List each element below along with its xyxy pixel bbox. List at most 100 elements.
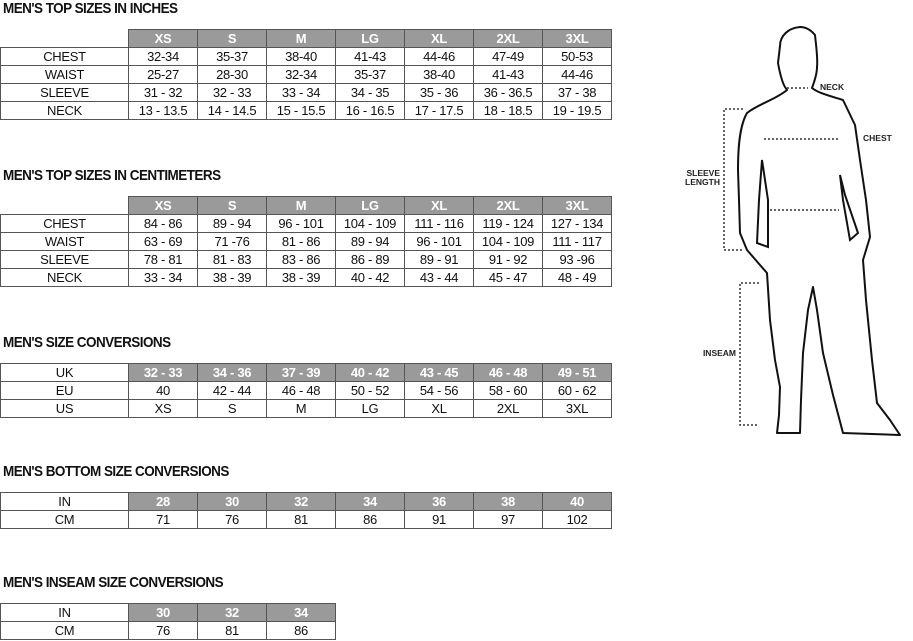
table-inseam: IN 30 32 34 CM 76 81 86 (0, 603, 336, 640)
neck-label: NECK (820, 82, 845, 92)
table-cell: 71 -76 (197, 232, 267, 251)
inseam-measure-bracket (739, 282, 759, 426)
table-row: SLEEVE 78 - 81 81 - 83 83 - 86 86 - 89 89 - 9… (0, 250, 612, 269)
table-cell: 28-30 (197, 65, 267, 84)
table-conversions: UK 32 - 33 34 - 36 37 - 39 40 - 42 43 - 45 46 … (0, 363, 612, 418)
table-cell: 60 - 62 (542, 381, 612, 400)
table-cell: 15 - 15.5 (266, 101, 336, 120)
table-cell: 89 - 94 (197, 214, 267, 233)
table-cell: LG (335, 399, 405, 418)
title-inches: MEN'S TOP SIZES IN INCHES (3, 0, 178, 17)
table-cell: 37 - 38 (542, 83, 612, 102)
row-label: SLEEVE (0, 250, 129, 269)
table-row: CHEST 32-34 35-37 38-40 41-43 44-46 47-49 50-53 (0, 47, 612, 66)
table-cell: 38-40 (404, 65, 474, 84)
table-row: SLEEVE 31 - 32 32 - 33 33 - 34 34 - 35 35 - 3… (0, 83, 612, 102)
table-cell: 35-37 (197, 47, 267, 66)
table-cell: 81 - 86 (266, 232, 336, 251)
size-header: XL (404, 29, 474, 48)
table-row: IN 30 32 34 (0, 603, 336, 622)
table-row: CHEST 84 - 86 89 - 94 96 - 101 104 - 109 111 … (0, 214, 612, 233)
table-cell: 89 - 91 (404, 250, 474, 269)
table-cell: 49 - 51 (542, 363, 612, 382)
size-header: 2XL (473, 29, 543, 48)
title-cm: MEN'S TOP SIZES IN CENTIMETERS (3, 167, 221, 184)
right-arm-gap (839, 174, 860, 242)
size-header: LG (335, 29, 405, 48)
table-cell: 46 - 48 (473, 363, 543, 382)
inseam-label: INSEAM (703, 348, 736, 358)
table-cell: 35-37 (335, 65, 405, 84)
table-cell: 33 - 34 (128, 268, 198, 287)
table-cell: XS (128, 399, 198, 418)
empty-corner (0, 29, 129, 48)
size-header: M (266, 196, 336, 215)
table-cell: 16 - 16.5 (335, 101, 405, 120)
table-row: WAIST 63 - 69 71 -76 81 - 86 89 - 94 96 - 101… (0, 232, 612, 251)
table-cell: 111 - 117 (542, 232, 612, 251)
table-row: CM 76 81 86 (0, 621, 336, 640)
row-label: WAIST (0, 232, 129, 251)
table-cell: 36 - 36.5 (473, 83, 543, 102)
table-cell: 36 (404, 492, 474, 511)
table-cell: 34 - 36 (197, 363, 267, 382)
table-cell: 47-49 (473, 47, 543, 66)
table-row: WAIST 25-27 28-30 32-34 35-37 38-40 41-43 44-46 (0, 65, 612, 84)
table-row: UK 32 - 33 34 - 36 37 - 39 40 - 42 43 - 45 46 … (0, 363, 612, 382)
table-cell: 32 - 33 (128, 363, 198, 382)
header-row: XS S M LG XL 2XL 3XL (0, 196, 612, 215)
sleeve-measure-bracket (723, 108, 743, 251)
table-cell: 76 (128, 621, 198, 640)
size-header: LG (335, 196, 405, 215)
table-cell: 58 - 60 (473, 381, 543, 400)
table-cell: 50-53 (542, 47, 612, 66)
table-cell: 17 - 17.5 (404, 101, 474, 120)
table-cell: 3XL (542, 399, 612, 418)
table-cell: 76 (197, 510, 267, 529)
table-cell: 102 (542, 510, 612, 529)
table-cell: 96 - 101 (404, 232, 474, 251)
table-cell: 104 - 109 (473, 232, 543, 251)
title-inseam: MEN'S INSEAM SIZE CONVERSIONS (3, 574, 224, 591)
chest-label: CHEST (863, 133, 893, 143)
table-cell: 2XL (473, 399, 543, 418)
size-header: 3XL (542, 196, 612, 215)
table-cell: 54 - 56 (404, 381, 474, 400)
table-cell: 43 - 45 (404, 363, 474, 382)
header-row: XS S M LG XL 2XL 3XL (0, 29, 612, 48)
table-cell: 32-34 (266, 65, 336, 84)
table-cell: 81 - 83 (197, 250, 267, 269)
table-bottom: IN 28 30 32 34 36 38 40 CM 71 76 81 86 91 97 102 (0, 492, 612, 529)
row-label: CHEST (0, 47, 129, 66)
table-cell: 30 (197, 492, 267, 511)
table-cell: 41-43 (335, 47, 405, 66)
row-label: WAIST (0, 65, 129, 84)
table-cell: 40 - 42 (335, 363, 405, 382)
size-header: 3XL (542, 29, 612, 48)
table-cell: 35 - 36 (404, 83, 474, 102)
title-bottom: MEN'S BOTTOM SIZE CONVERSIONS (3, 463, 229, 480)
table-cell: 119 - 124 (473, 214, 543, 233)
table-row: US XS S M LG XL 2XL 3XL (0, 399, 612, 418)
row-label: NECK (0, 268, 129, 287)
table-cm: XS S M LG XL 2XL 3XL CHEST 84 - 86 89 - 94 96 - 10… (0, 196, 612, 287)
table-cell: 34 (266, 603, 336, 622)
table-cell: 111 - 116 (404, 214, 474, 233)
row-label: IN (0, 492, 129, 511)
table-cell: 86 (266, 621, 336, 640)
size-header: 2XL (473, 196, 543, 215)
table-cell: 44-46 (404, 47, 474, 66)
row-label: IN (0, 603, 129, 622)
left-arm-gap (755, 159, 769, 249)
table-row: EU 40 42 - 44 46 - 48 50 - 52 54 - 56 58 - 60 6… (0, 381, 612, 400)
table-cell: 40 (128, 381, 198, 400)
table-cell: 45 - 47 (473, 268, 543, 287)
table-cell: 25-27 (128, 65, 198, 84)
table-cell: 89 - 94 (335, 232, 405, 251)
table-cell: 44-46 (542, 65, 612, 84)
table-cell: S (197, 399, 267, 418)
table-cell: 63 - 69 (128, 232, 198, 251)
table-cell: 30 (128, 603, 198, 622)
size-header: S (197, 29, 267, 48)
table-cell: 48 - 49 (542, 268, 612, 287)
